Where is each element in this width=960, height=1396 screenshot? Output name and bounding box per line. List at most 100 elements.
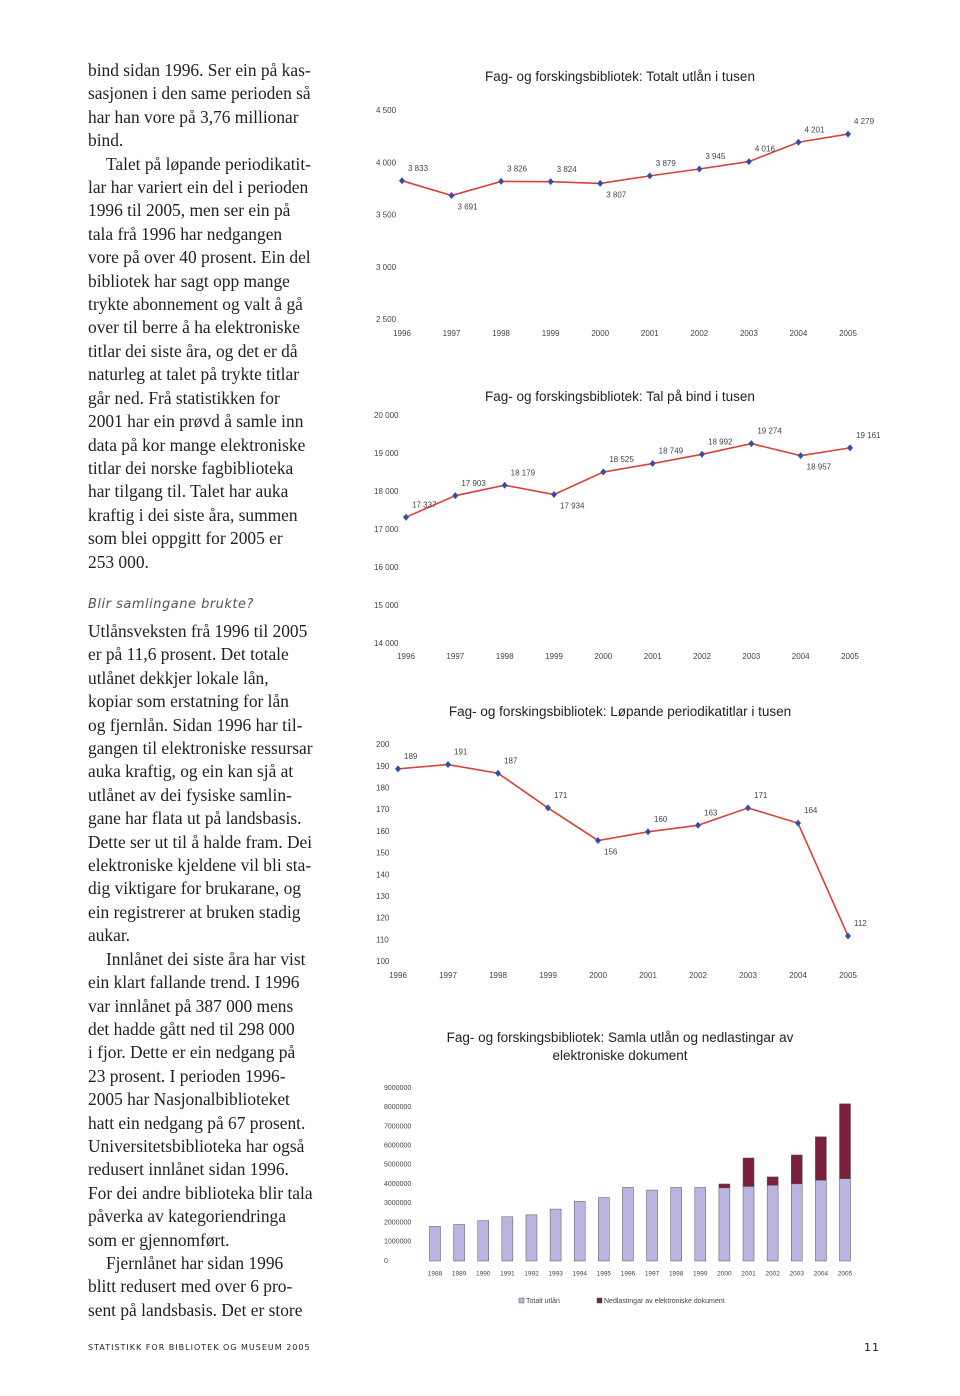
data-marker: [395, 765, 401, 773]
data-marker: [795, 138, 802, 146]
text-line: ein registrerer at bruken stadig: [88, 901, 301, 922]
data-label: 160: [654, 815, 668, 824]
y-tick-label: 3000000: [384, 1200, 411, 1207]
y-tick-label: 7000000: [384, 1123, 411, 1130]
bar-segment: [453, 1224, 465, 1262]
data-label: 17 337: [412, 500, 437, 509]
bar-segment: [501, 1216, 514, 1262]
text-line: 2001 har ein prøvd å samle inn: [88, 411, 304, 432]
x-tick-label: 1996: [393, 329, 411, 338]
y-tick-label: 100: [376, 957, 390, 966]
y-tick-label: 5000000: [384, 1162, 411, 1169]
y-tick-label: 18 000: [374, 487, 399, 496]
data-label: 171: [554, 791, 568, 800]
legend-swatch: [518, 1297, 525, 1304]
data-line: [401, 133, 849, 197]
legend-swatch: [596, 1297, 603, 1304]
text-line: som er gjennomført.: [88, 1229, 230, 1250]
data-label: 4 279: [854, 117, 875, 126]
bar-segment: [839, 1103, 851, 1179]
data-label: 19 274: [757, 427, 782, 436]
data-marker: [748, 440, 755, 448]
text-line: elektroniske kjeldene vil bli sta-: [88, 855, 312, 876]
chart-title: Fag- og forskingsbibliotek: Samla utlån …: [446, 1030, 794, 1063]
bar-segment: [815, 1179, 827, 1262]
data-marker: [696, 165, 703, 173]
text-line: Universitetsbiblioteka har også: [88, 1135, 305, 1156]
x-tick-label: 1997: [645, 1271, 660, 1278]
data-marker: [795, 819, 801, 827]
y-tick-label: 3 500: [376, 211, 397, 220]
data-label: 164: [804, 806, 818, 815]
text-line: ein klart fallande trend. I 1996: [88, 972, 300, 993]
data-label: 191: [454, 748, 468, 757]
footer-publication: STATISTIKK FOR BIBLIOTEK OG MUSEUM 2005: [88, 1343, 311, 1352]
text-line: 2005 har Nasjonalbiblioteket: [88, 1089, 290, 1110]
bar-segment: [791, 1154, 803, 1185]
paragraph: Talet på løpande periodikatit-lar har va…: [88, 153, 348, 574]
data-marker: [452, 492, 459, 500]
data-label: 4 201: [804, 125, 825, 134]
section-heading: Blir samlingane brukte?: [88, 597, 254, 612]
x-tick-label: 2001: [639, 971, 657, 980]
bar-segment: [718, 1183, 731, 1189]
data-marker: [745, 158, 752, 166]
data-marker: [646, 172, 653, 180]
data-marker: [649, 460, 656, 468]
data-marker: [445, 761, 451, 769]
bar-segment: [815, 1136, 827, 1181]
data-marker: [645, 828, 651, 836]
data-marker: [495, 769, 501, 777]
paragraph: Fjernlånet har sidan 1996 blitt redusert …: [88, 1252, 348, 1322]
x-tick-label: 1992: [524, 1271, 539, 1278]
data-marker: [547, 178, 554, 186]
data-marker: [845, 130, 851, 138]
y-tick-label: 4000000: [384, 1181, 411, 1188]
bar-segment: [670, 1187, 682, 1262]
x-tick-label: 2000: [591, 329, 609, 338]
y-tick-label: 15 000: [374, 601, 399, 610]
data-label: 18 525: [609, 455, 634, 464]
x-tick-label: 2004: [789, 971, 807, 980]
data-label: 3 691: [458, 203, 479, 212]
text-line: Utlånsveksten frå 1996 til 2005: [88, 621, 308, 641]
x-tick-label: 2005: [841, 652, 859, 661]
data-marker: [847, 444, 853, 452]
text-line: går ned. Frå statistikken for: [88, 387, 280, 408]
x-tick-label: 1996: [397, 652, 415, 661]
y-tick-label: 170: [376, 805, 390, 814]
x-tick-label: 2000: [594, 652, 612, 661]
y-tick-label: 110: [376, 935, 389, 944]
data-marker: [595, 836, 601, 844]
y-tick-label: 2000000: [384, 1219, 411, 1226]
y-tick-label: 190: [376, 762, 390, 771]
y-tick-label: 140: [376, 870, 390, 879]
x-tick-label: 2004: [792, 652, 810, 661]
text-line: bind sidan 1996. Ser ein på kas-: [88, 60, 311, 80]
text-line: utlånet dekkjer lokale lån,: [88, 667, 269, 688]
text-line: og fjernlån. Sidan 1996 har til-: [88, 714, 303, 735]
paragraph: Utlånsveksten frå 1996 til 2005 er på 11,…: [88, 620, 348, 948]
chart-title: Fag- og forskingsbibliotek: Tal på bind …: [485, 389, 755, 404]
text-line: data på kor mange elektroniske: [88, 434, 306, 455]
text-line: er på 11,6 prosent. Det totale: [88, 644, 289, 665]
data-marker: [501, 481, 508, 489]
text-line: redusert innlånet sidan 1996.: [88, 1159, 289, 1180]
text-line: har tilgang til. Talet har auka: [88, 481, 289, 502]
x-tick-label: 2004: [790, 329, 808, 338]
bar-segment: [742, 1186, 755, 1262]
text-line: det hadde gått ned til 298 000: [88, 1018, 295, 1039]
data-label: 163: [704, 808, 718, 817]
x-tick-label: 1997: [446, 652, 464, 661]
data-label: 3 807: [606, 191, 627, 200]
x-tick-label: 1999: [693, 1271, 708, 1278]
data-label: 17 934: [560, 502, 585, 511]
y-tick-label: 130: [376, 892, 390, 901]
x-tick-label: 1997: [439, 971, 457, 980]
y-tick-label: 14 000: [374, 639, 399, 648]
bar-segment: [718, 1187, 731, 1262]
text-line: 23 prosent. I perioden 1996-: [88, 1065, 286, 1086]
text-line: kopiar som erstatning for lån: [88, 691, 289, 712]
data-label: 19 161: [856, 431, 881, 440]
